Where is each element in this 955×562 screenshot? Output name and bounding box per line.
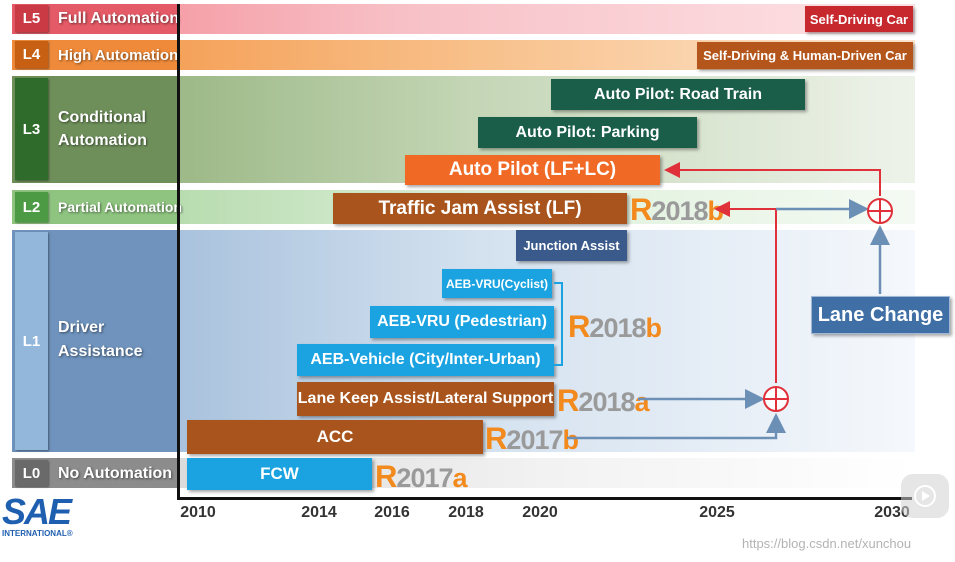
sae-logo-text: SAE <box>2 491 72 532</box>
bar-traffic-jam-assist: Traffic Jam Assist (LF) <box>333 193 627 224</box>
level-name-l3-line1: Conditional <box>58 109 146 126</box>
sae-logo: SAE INTERNATIONAL® <box>2 491 73 539</box>
level-badge-l4: L4 <box>15 41 48 68</box>
bar-self-driving-human: Self-Driving & Human-Driven Car <box>697 42 913 69</box>
release-tag-r2018a: R2018a <box>557 383 650 419</box>
level-name-l5: Full Automation <box>58 10 180 27</box>
arrow-plus-to-lflc <box>664 162 881 196</box>
level-name-l2: Partial Automation <box>58 199 182 215</box>
level-name-l3-line2: Automation <box>58 132 147 149</box>
level-badge-l2: L2 <box>15 192 48 222</box>
level-badge-l0: L0 <box>15 460 48 486</box>
x-axis-line <box>177 497 912 500</box>
release-tag-r2018b-aeb: R2018b <box>568 309 662 345</box>
bar-acc: ACC <box>187 420 483 454</box>
release-year: 2018 <box>589 313 646 343</box>
release-r: R <box>557 383 579 418</box>
bar-fcw: FCW <box>187 458 372 490</box>
y-axis-line <box>177 4 180 500</box>
level-badge-l5: L5 <box>15 5 48 32</box>
release-suffix: a <box>452 463 468 493</box>
watermark: https://blog.csdn.net/xunchou <box>742 536 912 551</box>
release-year: 2018 <box>651 196 708 226</box>
tick-2016: 2016 <box>374 504 410 521</box>
arrow-plus-to-tja <box>714 201 777 383</box>
bar-lane-change: Lane Change <box>811 296 950 334</box>
bar-aeb-vehicle: AEB-Vehicle (City/Inter-Urban) <box>297 344 554 376</box>
level-name-l1-line2: Assistance <box>58 343 143 360</box>
level-badge-l1: L1 <box>15 232 48 450</box>
release-tag-r2017b: R2017b <box>485 421 579 457</box>
release-r: R <box>485 421 507 456</box>
release-year: 2018 <box>578 387 635 417</box>
release-suffix: b <box>562 425 579 455</box>
plus-circle-upper-icon <box>867 198 893 224</box>
release-year: 2017 <box>396 463 453 493</box>
release-suffix: a <box>634 387 650 417</box>
release-tag-r2017a: R2017a <box>375 459 468 495</box>
release-tag-r2018b-top: R2018b <box>630 192 724 228</box>
release-suffix: b <box>645 313 662 343</box>
bar-aeb-cyclist: AEB-VRU(Cyclist) <box>442 269 552 298</box>
bar-aeb-pedestrian: AEB-VRU (Pedestrian) <box>370 306 554 338</box>
tick-2018: 2018 <box>448 504 484 521</box>
release-r: R <box>630 192 652 227</box>
level-badge-l3: L3 <box>15 78 48 180</box>
level-name-l0: No Automation <box>58 465 173 482</box>
band-l5 <box>178 4 915 34</box>
bar-road-train: Auto Pilot: Road Train <box>551 79 805 110</box>
tick-2010: 2010 <box>180 504 216 521</box>
bar-lf-lc: Auto Pilot (LF+LC) <box>405 155 660 185</box>
release-r: R <box>375 459 397 494</box>
tick-2014: 2014 <box>301 504 337 521</box>
release-r: R <box>568 309 590 344</box>
arrow-acc-to-plus <box>567 413 786 440</box>
tick-2025: 2025 <box>699 504 735 521</box>
play-button[interactable] <box>901 474 949 518</box>
level-name-l1-line1: Driver <box>58 319 105 336</box>
tick-2030: 2030 <box>874 504 910 521</box>
bar-parking: Auto Pilot: Parking <box>478 117 697 148</box>
tick-2020: 2020 <box>522 504 558 521</box>
level-name-l4: High Automation <box>58 47 179 64</box>
bar-lane-keep-assist: Lane Keep Assist/Lateral Support <box>297 382 554 416</box>
sae-logo-subtext: INTERNATIONAL® <box>2 529 73 538</box>
release-year: 2017 <box>506 425 563 455</box>
bar-self-driving-car: Self-Driving Car <box>805 6 913 32</box>
plus-circle-lower-icon <box>763 386 789 412</box>
bar-junction-assist: Junction Assist <box>516 230 627 261</box>
play-icon <box>914 485 936 507</box>
aeb-bracket <box>554 282 563 366</box>
